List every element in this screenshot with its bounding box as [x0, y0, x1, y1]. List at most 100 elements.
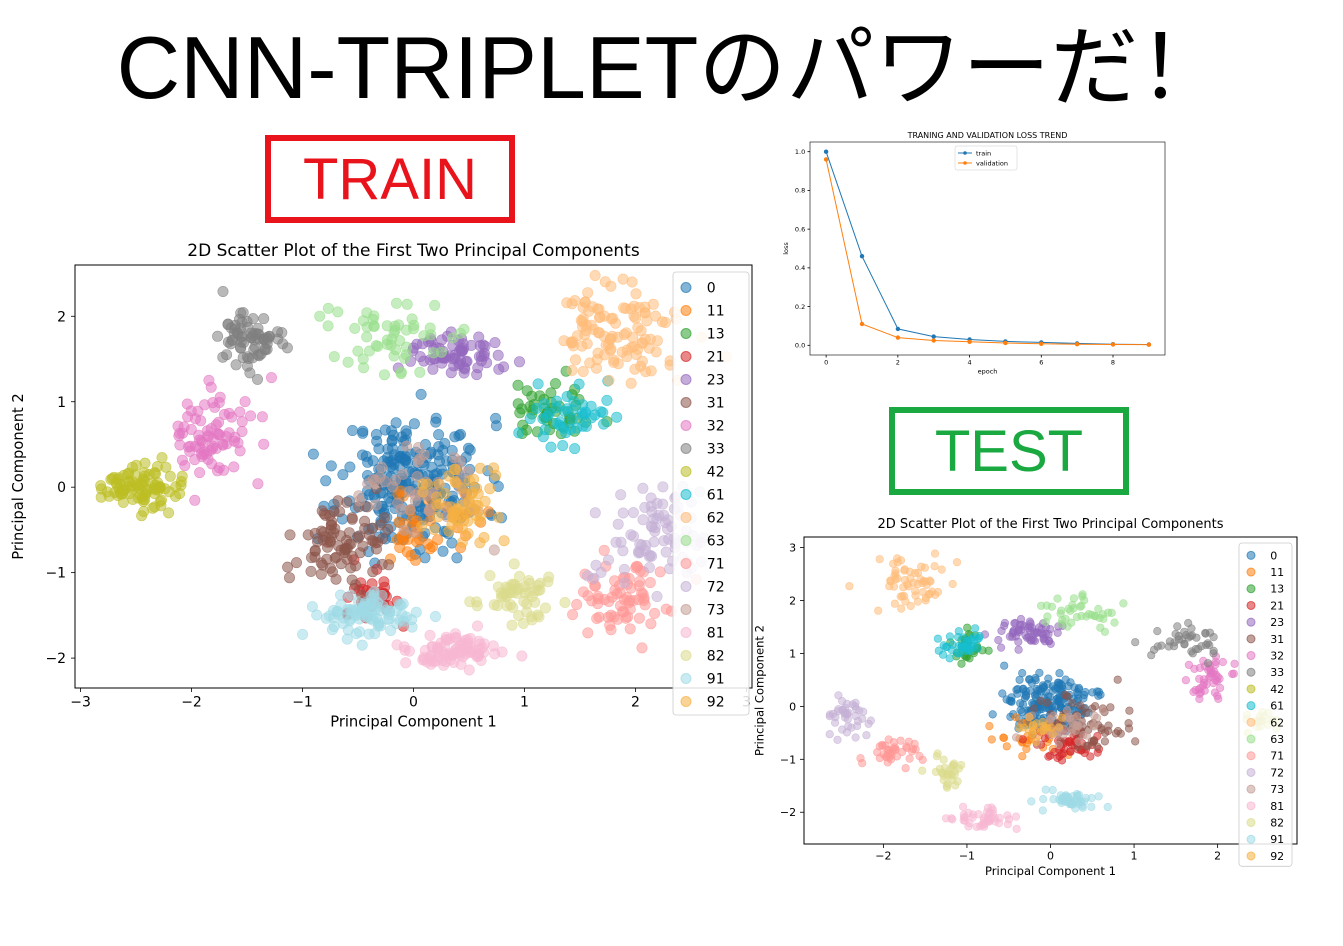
- data-point: [1087, 802, 1096, 811]
- data-point: [1057, 756, 1067, 765]
- data-point: [1100, 737, 1109, 746]
- legend-label: 73: [707, 603, 725, 619]
- legend-label: 32: [1270, 650, 1284, 663]
- data-point: [493, 511, 505, 523]
- x-axis-label: Principal Component 1: [985, 864, 1116, 878]
- data-point: [492, 349, 504, 361]
- legend-box: [954, 145, 1018, 171]
- data-point: [489, 648, 501, 660]
- legend-marker: [1246, 784, 1256, 794]
- data-point: [945, 654, 954, 663]
- data-point: [942, 783, 952, 792]
- data-point: [1074, 342, 1080, 347]
- data-point: [933, 749, 942, 758]
- legend-marker: [1246, 634, 1256, 644]
- data-point: [1079, 730, 1088, 740]
- data-point: [931, 334, 936, 339]
- legend-marker: [963, 161, 967, 165]
- data-point: [984, 814, 993, 824]
- data-point: [359, 515, 371, 527]
- x-tick-label: 0: [409, 695, 418, 711]
- data-point: [1097, 725, 1106, 735]
- data-point: [598, 544, 610, 556]
- data-point: [457, 338, 469, 350]
- data-point: [908, 744, 918, 754]
- data-point: [1184, 660, 1193, 670]
- data-point: [1062, 706, 1072, 715]
- data-point: [1087, 793, 1096, 803]
- data-point: [217, 285, 229, 297]
- data-point: [358, 362, 370, 374]
- data-point: [660, 546, 672, 558]
- data-point: [367, 566, 379, 578]
- series-line-train: [825, 151, 1149, 345]
- data-point: [1067, 728, 1076, 737]
- data-point: [648, 536, 660, 548]
- data-point: [256, 411, 268, 423]
- data-point: [341, 496, 353, 508]
- legend-marker: [680, 535, 692, 546]
- data-point: [198, 449, 210, 461]
- legend-marker: [680, 374, 692, 385]
- data-point: [398, 524, 410, 536]
- data-point: [1181, 676, 1190, 685]
- data-point: [660, 603, 672, 615]
- series-91: [1027, 785, 1112, 815]
- data-point: [576, 340, 588, 352]
- data-point: [911, 586, 920, 596]
- data-point: [964, 822, 973, 831]
- data-point: [372, 536, 384, 548]
- series-71: [856, 735, 927, 773]
- data-point: [370, 499, 382, 511]
- data-point: [620, 327, 632, 339]
- data-point: [644, 577, 656, 589]
- legend-label: 31: [1270, 633, 1284, 646]
- data-point: [335, 558, 347, 570]
- data-point: [1018, 668, 1027, 678]
- data-point: [1003, 811, 1012, 820]
- data-point: [484, 483, 496, 495]
- data-point: [576, 410, 588, 422]
- data-point: [619, 577, 631, 589]
- legend-label: 63: [1270, 733, 1284, 746]
- data-point: [409, 554, 421, 566]
- data-point: [615, 489, 627, 501]
- data-point: [1131, 737, 1140, 746]
- data-point: [930, 549, 940, 558]
- data-point: [391, 639, 403, 651]
- data-point: [901, 764, 910, 773]
- data-point: [328, 351, 340, 363]
- data-point: [344, 615, 356, 627]
- legend-marker: [680, 627, 692, 638]
- legend-label: 33: [1270, 666, 1284, 679]
- legend-marker: [680, 282, 692, 293]
- legend-label: 61: [707, 488, 725, 504]
- data-point: [560, 427, 572, 439]
- y-tick-label: 2: [789, 594, 796, 607]
- data-point: [1044, 752, 1053, 761]
- data-point: [439, 487, 451, 499]
- data-point: [395, 503, 407, 515]
- data-point: [245, 410, 257, 422]
- y-tick-label: −1: [780, 753, 796, 766]
- data-point: [1195, 689, 1204, 699]
- data-point: [247, 313, 259, 325]
- data-point: [1125, 706, 1134, 715]
- data-point: [378, 369, 390, 381]
- y-axis-label: Principal Component 2: [752, 625, 766, 756]
- data-point: [1011, 618, 1020, 628]
- data-point: [639, 599, 651, 611]
- data-point: [400, 657, 412, 669]
- data-point: [353, 530, 365, 542]
- series-33: [212, 285, 293, 385]
- data-point: [569, 443, 581, 455]
- legend: 0 11 13 21 23 31 32 33 42 61 62 63 71 72 73 81 82 91 92: [672, 271, 750, 716]
- data-point: [432, 534, 444, 546]
- data-point: [1096, 623, 1105, 632]
- data-point: [882, 753, 891, 762]
- legend-label: train: [976, 149, 991, 157]
- data-point: [598, 418, 610, 430]
- data-point: [454, 455, 466, 467]
- legend: train validation: [954, 145, 1018, 171]
- data-point: [356, 639, 368, 651]
